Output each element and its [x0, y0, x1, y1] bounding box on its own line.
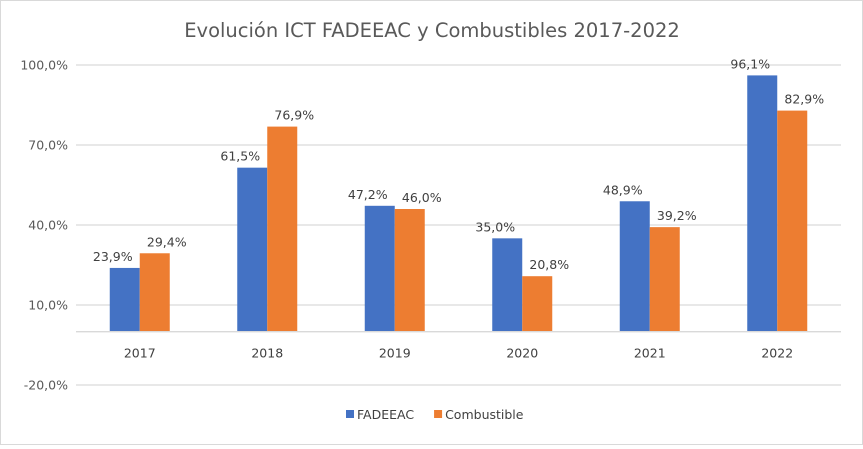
- bar-combustible-2017: [139, 253, 170, 332]
- y-tick-label: 70,0%: [28, 138, 68, 153]
- y-axis-ticks: 100,0% 70,0% 40,0% 10,0% -20,0%: [20, 58, 68, 393]
- bar-fadeeac-2022: [747, 75, 778, 332]
- y-tick-label: 10,0%: [28, 298, 68, 313]
- bar-fadeeac-2019: [364, 205, 395, 332]
- x-tick-label: 2018: [251, 346, 283, 361]
- x-tick-label: 2021: [634, 346, 666, 361]
- legend-swatch-combustible: [434, 410, 443, 418]
- data-label-fadeeac-2017: 23,9%: [93, 249, 133, 264]
- legend-swatch-fadeeac: [346, 410, 354, 418]
- x-tick-label: 2019: [379, 346, 411, 361]
- bar-fadeeac-2020: [492, 238, 523, 332]
- data-label-fadeeac-2020: 35,0%: [475, 219, 515, 234]
- x-tick-label: 2017: [124, 346, 156, 361]
- data-label-combustible-2021: 39,2%: [657, 208, 697, 223]
- x-axis-ticks: 2017 2018 2019 2020 2021 2022: [124, 346, 793, 361]
- x-tick-label: 2020: [506, 346, 538, 361]
- data-label-fadeeac-2018: 61,5%: [220, 149, 260, 164]
- x-tick-label: 2022: [761, 346, 793, 361]
- gridlines: [76, 64, 841, 386]
- data-label-combustible-2019: 46,0%: [402, 190, 442, 205]
- data-label-combustible-2022: 82,9%: [784, 92, 824, 107]
- legend: FADEEAC Combustible: [346, 407, 524, 422]
- data-label-fadeeac-2021: 48,9%: [603, 182, 643, 197]
- bars: [109, 75, 808, 332]
- bar-fadeeac-2021: [619, 201, 650, 332]
- data-label-combustible-2018: 76,9%: [274, 108, 314, 123]
- bar-combustible-2021: [649, 227, 680, 332]
- bar-fadeeac-2017: [109, 267, 140, 332]
- y-tick-label: -20,0%: [24, 378, 68, 393]
- bar-combustible-2020: [522, 276, 553, 332]
- chart-title: Evolución ICT FADEEAC y Combustibles 201…: [184, 19, 680, 42]
- bar-combustible-2022: [777, 110, 808, 332]
- data-label-fadeeac-2019: 47,2%: [348, 187, 388, 202]
- legend-label-combustible: Combustible: [445, 407, 524, 422]
- legend-label-fadeeac: FADEEAC: [357, 407, 414, 422]
- bar-combustible-2018: [267, 126, 298, 332]
- y-tick-label: 100,0%: [20, 58, 68, 73]
- y-tick-label: 40,0%: [28, 218, 68, 233]
- bar-fadeeac-2018: [237, 167, 268, 332]
- bar-combustible-2019: [394, 209, 425, 332]
- data-label-fadeeac-2022: 96,1%: [730, 56, 770, 71]
- data-labels: 23,9% 29,4% 61,5% 76,9% 47,2% 46,0% 35,0% 20,8%…: [93, 56, 824, 272]
- data-label-combustible-2020: 20,8%: [529, 257, 569, 272]
- data-label-combustible-2017: 29,4%: [147, 234, 187, 249]
